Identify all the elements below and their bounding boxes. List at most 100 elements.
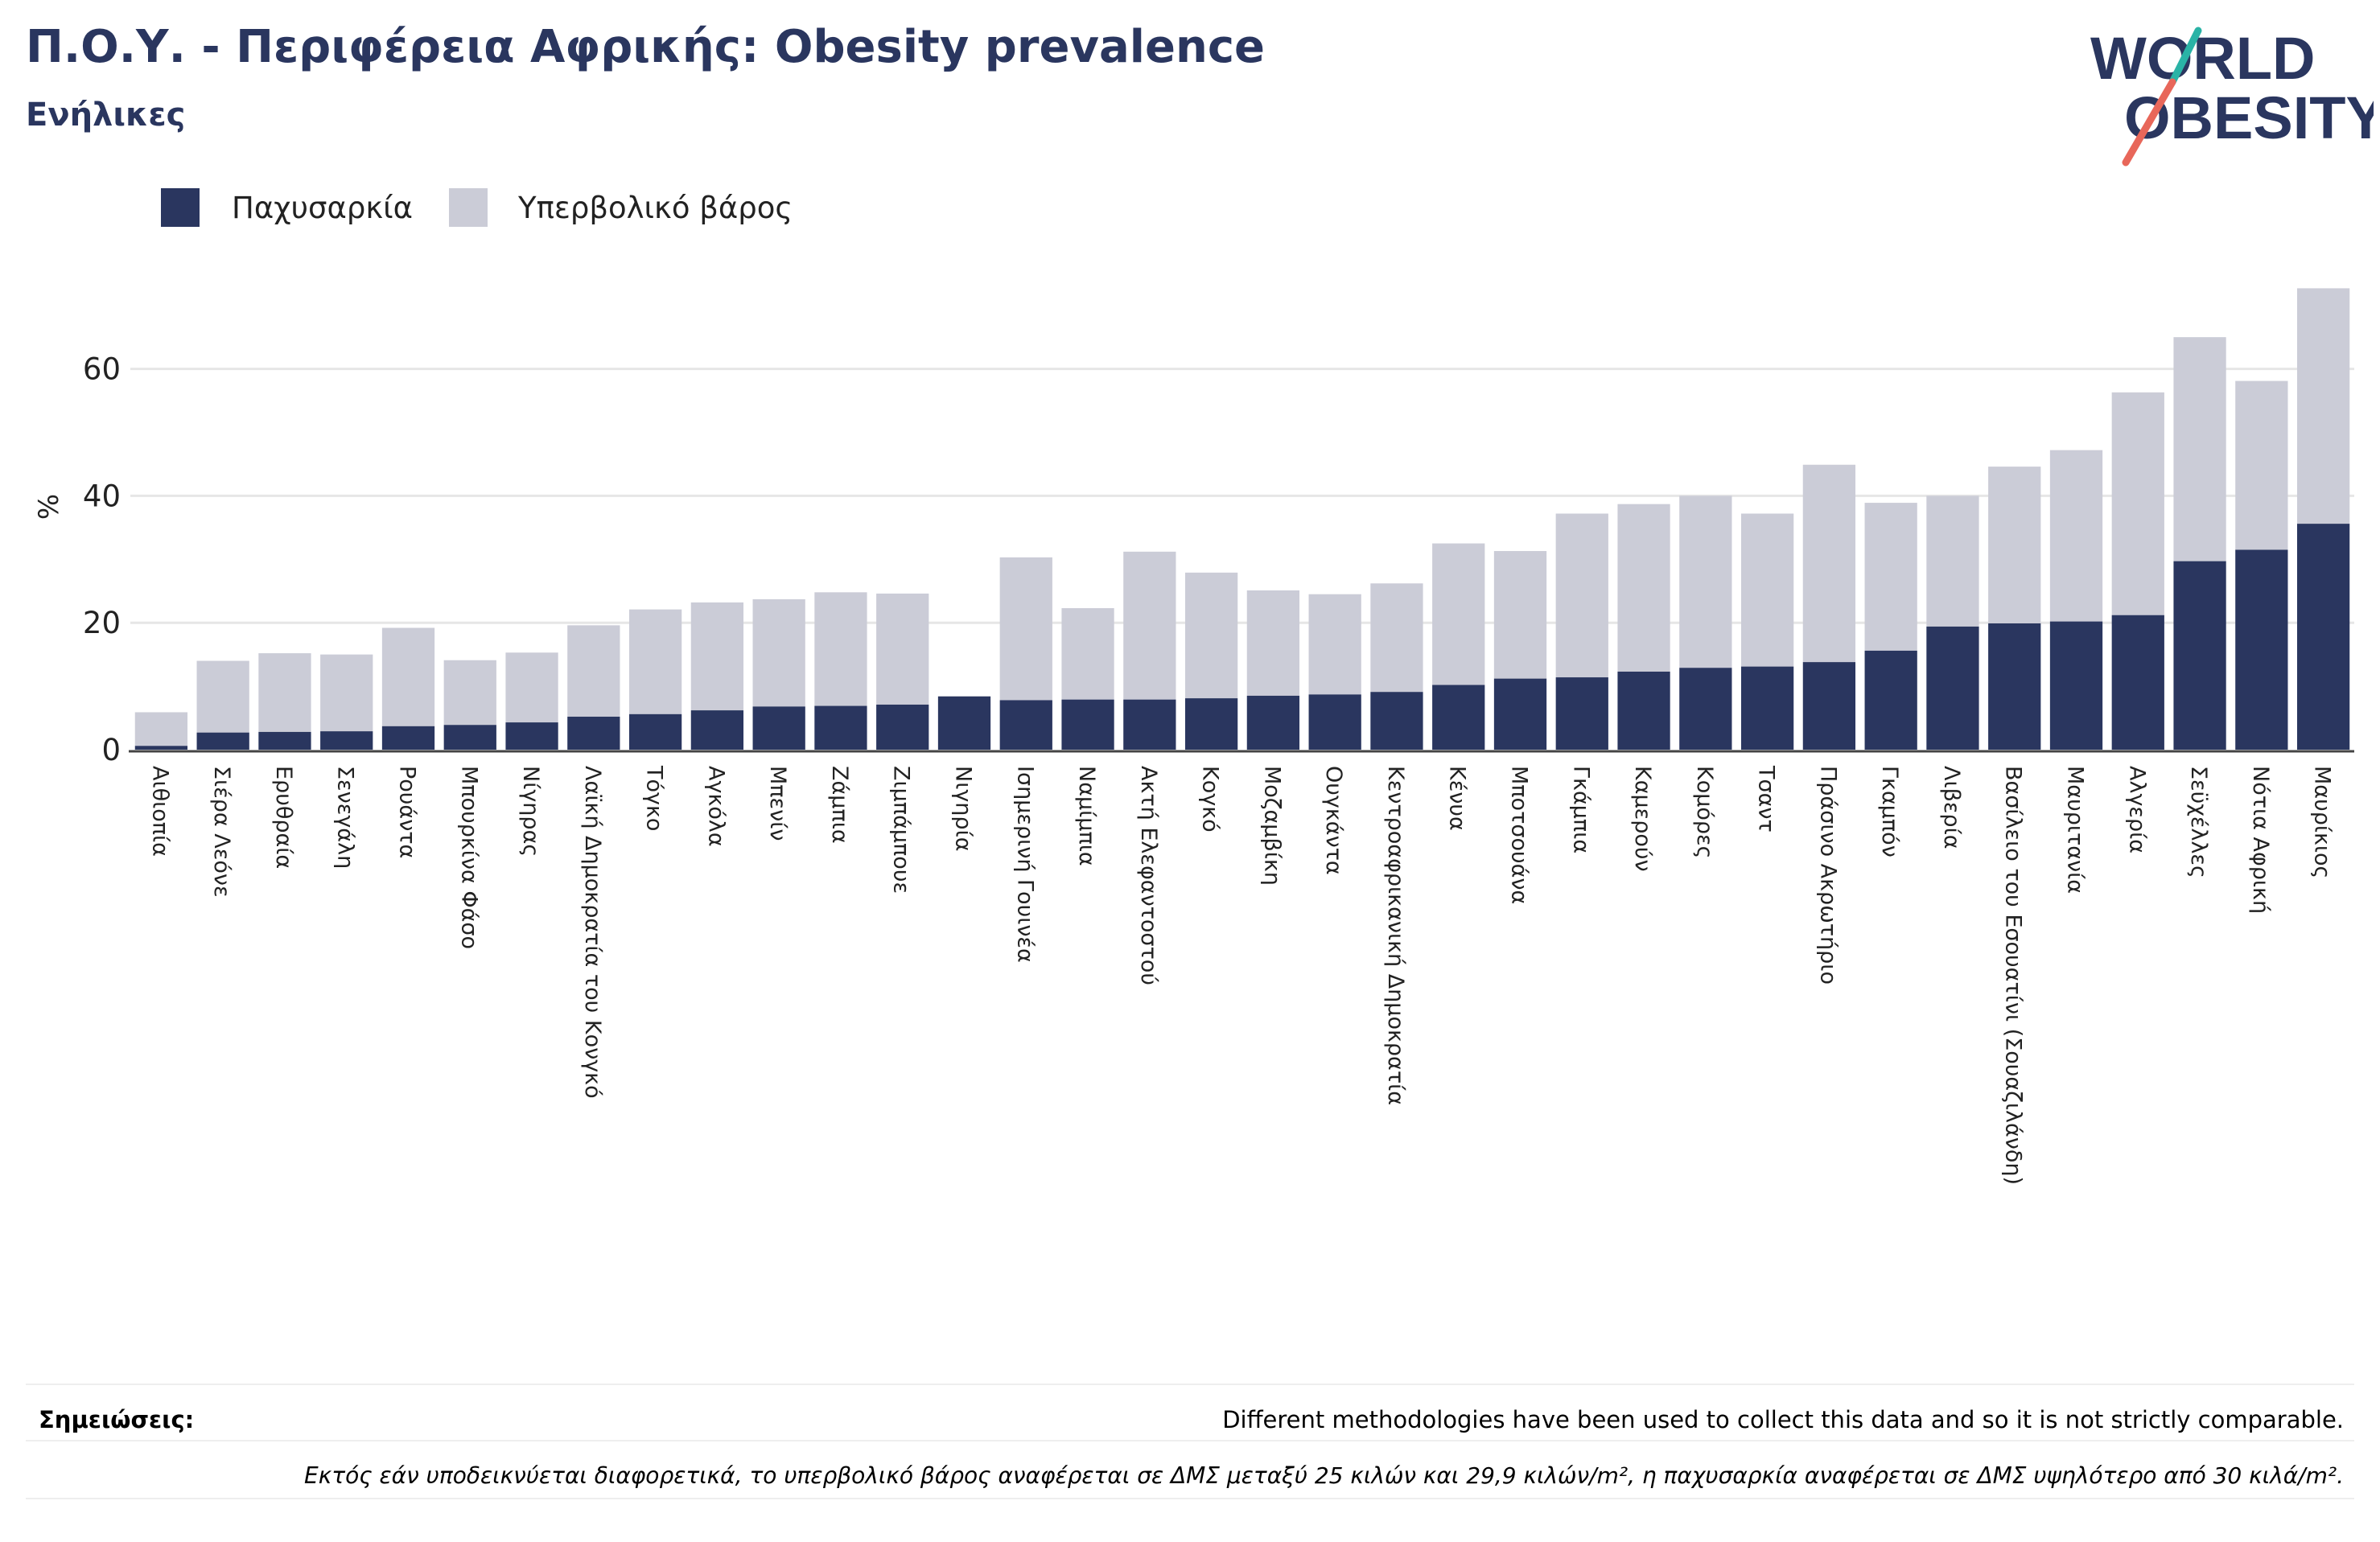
bar-obesity bbox=[2235, 549, 2288, 750]
bar-overweight bbox=[628, 609, 682, 714]
bar-overweight bbox=[1123, 551, 1176, 700]
bar-obesity bbox=[876, 704, 929, 750]
bar-overweight bbox=[258, 653, 311, 732]
bar-obesity bbox=[1432, 685, 1485, 750]
x-tick-label: Λιβερία bbox=[1939, 766, 1964, 849]
bar-obesity bbox=[320, 731, 373, 750]
bar-obesity bbox=[258, 731, 311, 750]
bar-overweight bbox=[505, 652, 558, 723]
chart-subtitle: Ενήλικες bbox=[26, 97, 186, 134]
bar-obesity bbox=[2049, 621, 2103, 750]
x-tick-label: Μαυρίκιος bbox=[2310, 766, 2335, 878]
bar-obesity bbox=[2111, 615, 2164, 750]
bar-obesity bbox=[505, 722, 558, 750]
y-tick-labels: 0 20 40 60 bbox=[83, 352, 121, 767]
gridlines bbox=[130, 368, 2354, 624]
bar-overweight bbox=[320, 654, 373, 732]
x-tick-label: Σενεγάλη bbox=[333, 766, 358, 869]
bar-overweight bbox=[2111, 392, 2164, 615]
bar-obesity bbox=[567, 716, 620, 750]
bar-overweight bbox=[1555, 513, 1608, 678]
x-tick-label: Πράσινο Ακρωτήριο bbox=[1815, 766, 1840, 985]
bar-overweight bbox=[2296, 288, 2350, 524]
y-tick-label: 60 bbox=[83, 352, 121, 387]
bar-overweight bbox=[876, 593, 929, 705]
bar-overweight bbox=[1432, 543, 1485, 685]
bar-obesity bbox=[1061, 699, 1114, 750]
x-tick-label: Κεντροαφρικανική Δημοκρατία bbox=[1383, 766, 1408, 1105]
x-tick-label: Νίγηρας bbox=[518, 766, 543, 857]
bar-obesity bbox=[1555, 677, 1608, 750]
y-tick-label: 0 bbox=[101, 733, 121, 767]
x-tick-label: Κογκό bbox=[1198, 766, 1223, 833]
bar-overweight bbox=[567, 625, 620, 717]
definitions-footnote: Εκτός εάν υποδεικνύεται διαφορετικά, το … bbox=[304, 1462, 2344, 1489]
bar-obesity bbox=[999, 700, 1052, 750]
bar-obesity bbox=[2296, 524, 2350, 750]
bar-obesity bbox=[752, 706, 805, 750]
bar-obesity bbox=[2173, 561, 2226, 750]
bar-overweight bbox=[443, 660, 496, 726]
bar-overweight bbox=[2235, 380, 2288, 550]
x-tick-label: Σεϋχέλλες bbox=[2186, 766, 2211, 878]
bar-obesity bbox=[1740, 666, 1794, 750]
bar-obesity bbox=[1802, 662, 1856, 750]
x-tick-label: Γκάμπια bbox=[1568, 766, 1593, 853]
x-tick-label: Βασίλειο του Εσουατίνι (Σουαζιλάνδη) bbox=[2001, 766, 2026, 1185]
x-tick-label: Ουγκάντα bbox=[1321, 766, 1346, 875]
legend-swatch-overweight bbox=[449, 188, 488, 227]
x-tick-label: Ναμίμπια bbox=[1074, 766, 1099, 866]
x-tick-labels: Αιθιοπία Σιέρα Λεόνε Ερυθραία Σενεγάλη Ρουάν… bbox=[147, 765, 2334, 1185]
bar-obesity bbox=[1184, 698, 1238, 750]
bar-obesity bbox=[1246, 695, 1300, 750]
bar-overweight bbox=[1246, 590, 1300, 696]
x-tick-label: Κομόρες bbox=[1692, 766, 1717, 859]
x-tick-label: Αγκόλα bbox=[703, 766, 728, 847]
x-tick-label: Μοζαμβίκη bbox=[1259, 766, 1284, 886]
bar-overweight bbox=[196, 660, 249, 733]
bar-obesity bbox=[1123, 699, 1176, 750]
bar-overweight bbox=[2049, 450, 2103, 622]
bar-obesity bbox=[1308, 694, 1361, 750]
bar-overweight bbox=[2173, 337, 2226, 561]
notes-top-rule bbox=[26, 1384, 2354, 1385]
bar-obesity bbox=[1617, 671, 1670, 750]
x-tick-label: Ζιμπάμπουε bbox=[889, 766, 914, 894]
legend-label-overweight: Υπερβολικό βάρος bbox=[517, 191, 793, 225]
bar-overweight bbox=[1617, 504, 1670, 672]
notes-text: Different methodologies have been used t… bbox=[1222, 1406, 2344, 1433]
notes-middle-rule bbox=[26, 1440, 2354, 1441]
x-tick-label: Μπουρκίνα Φάσο bbox=[456, 766, 481, 949]
x-tick-label: Αιθιοπία bbox=[147, 766, 172, 857]
x-tick-label: Ζάμπια bbox=[827, 766, 852, 844]
bar-obesity bbox=[381, 726, 435, 750]
x-tick-label: Αλγερία bbox=[2124, 766, 2149, 853]
bar-obesity bbox=[1370, 692, 1423, 750]
legend-label-obesity: Παχυσαρκία bbox=[232, 191, 413, 225]
bar-overweight bbox=[814, 592, 867, 706]
bar-obesity bbox=[1864, 650, 1917, 750]
bar-obesity bbox=[196, 732, 249, 750]
bar-overweight bbox=[1061, 608, 1114, 700]
bar-overweight bbox=[1864, 503, 1917, 651]
bar-obesity bbox=[690, 710, 744, 750]
logo-line1: WORLD bbox=[2090, 25, 2316, 92]
bar-obesity bbox=[134, 746, 188, 750]
x-tick-label: Τσαντ bbox=[1754, 765, 1779, 833]
chart-title: Π.Ο.Υ. - Περιφέρεια Αφρικής: Obesity pre… bbox=[26, 21, 1265, 73]
bar-overweight bbox=[1370, 583, 1423, 693]
x-tick-label: Ισημερινή Γουινέα bbox=[1012, 766, 1037, 963]
y-axis-label: % bbox=[33, 494, 65, 520]
x-tick-label: Ρουάντα bbox=[395, 766, 420, 858]
bar-overweight bbox=[999, 557, 1052, 701]
bar-overweight bbox=[134, 712, 188, 746]
notes-bottom-rule bbox=[26, 1498, 2354, 1499]
bar-obesity bbox=[937, 696, 991, 750]
bar-overweight bbox=[1679, 495, 1732, 668]
logo-slash-top bbox=[2168, 27, 2202, 86]
x-tick-label: Κένυα bbox=[1445, 766, 1470, 831]
legend-swatch-obesity bbox=[161, 188, 200, 227]
bars bbox=[134, 288, 2350, 750]
bar-overweight bbox=[1184, 572, 1238, 699]
x-tick-label: Σιέρα Λεόνε bbox=[209, 766, 234, 898]
